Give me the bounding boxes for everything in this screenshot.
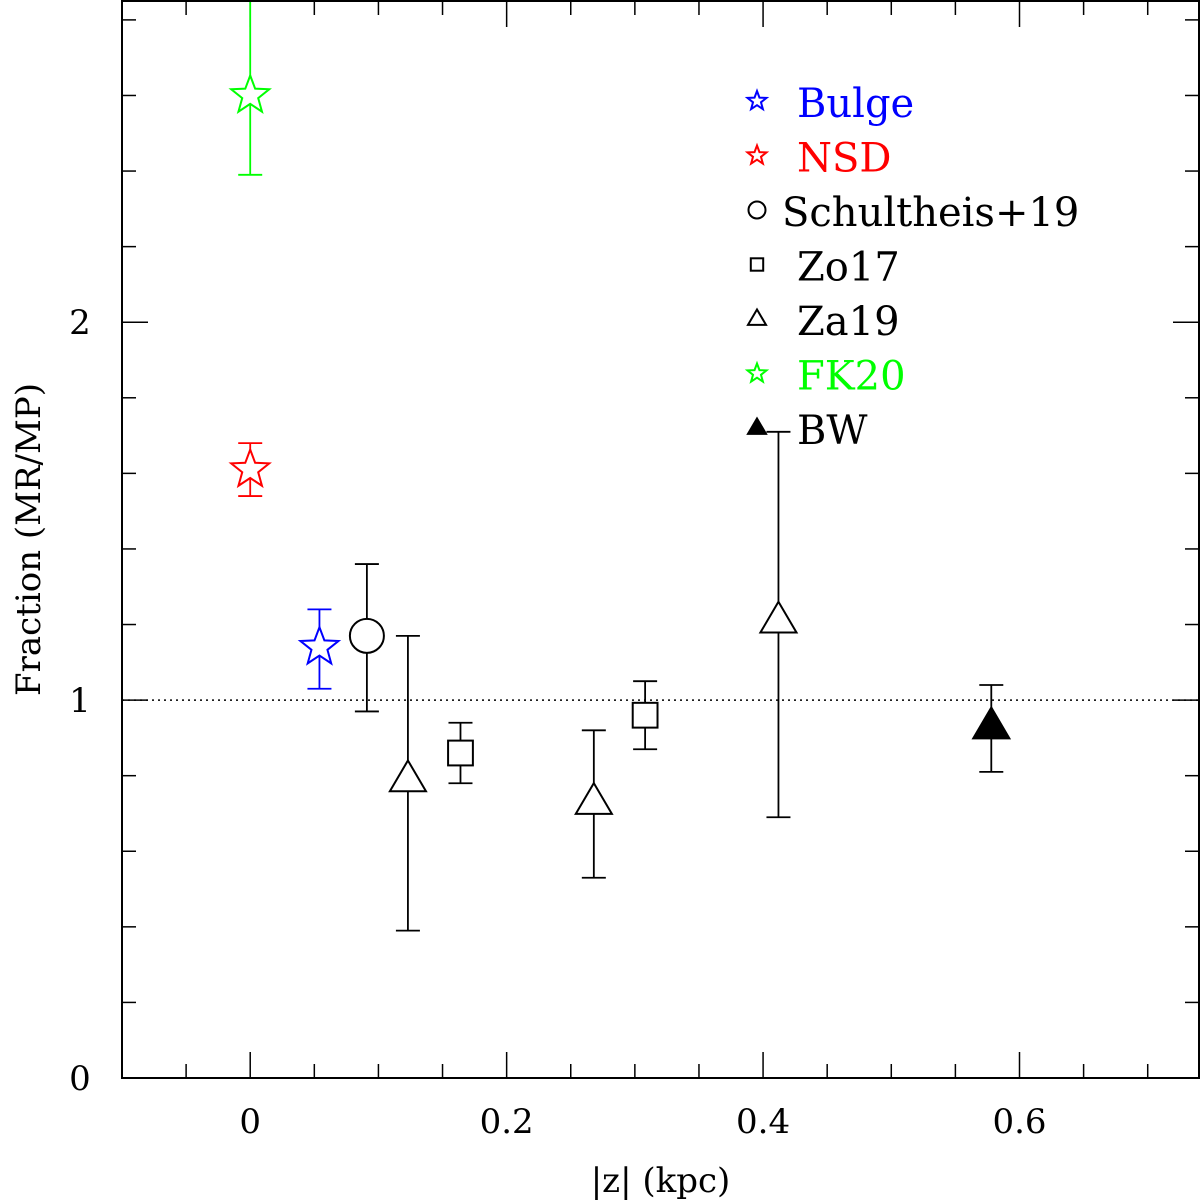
legend-item: FK20: [744, 354, 906, 400]
data-point: [297, 608, 342, 690]
legend-item: NSD: [744, 136, 891, 182]
data-points: [228, 0, 1012, 932]
legend-marker: [744, 88, 770, 112]
x-tick-label: 0.2: [480, 1102, 534, 1142]
x-axis-label: |z| (kpc): [591, 1161, 731, 1201]
data-marker: [228, 446, 272, 489]
legend-item: Zo17: [749, 245, 900, 291]
y-axis-label: Fraction (MR/MP): [9, 383, 49, 696]
data-marker: [297, 624, 342, 666]
x-tick-label: 0.4: [736, 1102, 790, 1142]
x-tick-label: 0: [239, 1102, 261, 1142]
data-point: [971, 684, 1012, 773]
legend-marker: [746, 416, 768, 435]
legend-label: Schultheis+19: [782, 190, 1079, 236]
data-marker: [447, 739, 474, 767]
data-marker: [388, 758, 428, 793]
data-marker: [758, 599, 799, 634]
data-point: [631, 680, 659, 751]
data-point: [447, 721, 474, 785]
legend-label: BW: [797, 408, 868, 454]
data-marker: [971, 705, 1012, 740]
plot-area: 0 0.2 0.4 0.6 0 1 2: [69, 1, 1199, 1142]
legend-label: FK20: [797, 354, 906, 400]
y-tick-label: 0: [69, 1059, 91, 1099]
data-point: [388, 634, 428, 932]
x-tick-label: 0.6: [992, 1102, 1046, 1142]
data-point: [228, 442, 272, 497]
legend-item: BW: [746, 408, 868, 454]
data-marker: [574, 781, 614, 815]
legend-marker: [749, 257, 765, 272]
legend-item: Bulge: [744, 81, 914, 127]
legend-label: NSD: [797, 136, 891, 182]
legend-marker: [744, 142, 770, 166]
data-marker: [228, 72, 272, 114]
data-point: [228, 0, 272, 176]
data-point: [758, 430, 799, 819]
legend-label: Bulge: [797, 81, 914, 127]
legend-label: Zo17: [797, 245, 900, 291]
legend-label: Za19: [797, 299, 900, 345]
plot-frame: [121, 0, 1200, 1079]
data-point: [348, 563, 385, 713]
legend-marker: [744, 360, 770, 384]
legend-item: Schultheis+19: [747, 190, 1079, 236]
legend-item: Za19: [746, 299, 900, 345]
data-marker: [631, 701, 659, 729]
legend: Bulge NSD Schultheis+19 Zo17 Za19 FK20 BW: [744, 81, 1079, 454]
legend-marker: [746, 307, 768, 326]
y-tick-label: 2: [69, 303, 91, 343]
data-marker: [348, 617, 385, 654]
data-point: [574, 729, 614, 879]
y-tick-label: 1: [69, 681, 91, 721]
legend-marker: [747, 200, 767, 220]
